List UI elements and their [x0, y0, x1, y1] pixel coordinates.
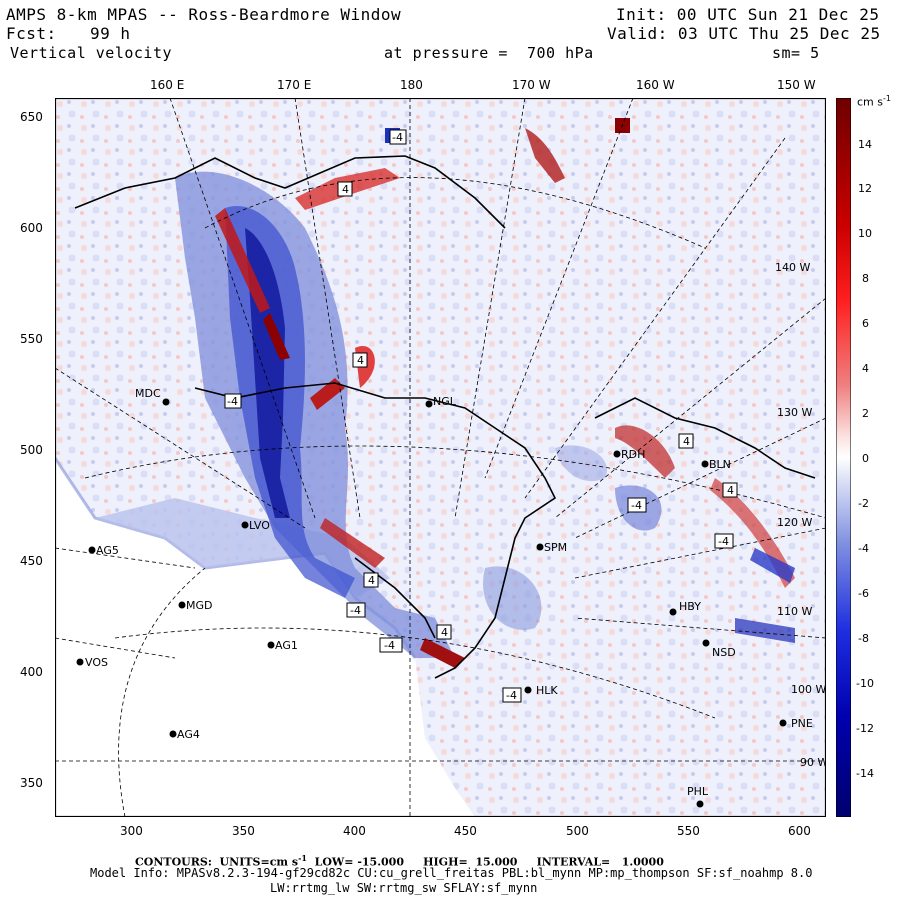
- colorbar-tick: 12: [858, 182, 872, 195]
- meridian-label: 90 W: [800, 756, 826, 769]
- station-label: AG5: [96, 544, 119, 557]
- graticule: [55, 98, 826, 817]
- station-label: AG1: [275, 639, 298, 652]
- colorbar: [836, 98, 851, 817]
- field-label: 4: [342, 183, 349, 196]
- left-axis-label: 500: [20, 443, 43, 457]
- top-axis-label: 180: [400, 78, 423, 92]
- init-time: Init: 00 UTC Sun 21 Dec 25: [616, 5, 880, 24]
- contour-info: CONTOURS: UNITS=cm s-1 LOW= -15.000 HIGH…: [135, 853, 664, 869]
- forecast-hour: 99 h: [90, 24, 131, 43]
- model-info-physics: LW:rrtmg_lw SW:rrtmg_sw SFLAY:sf_mynn: [270, 881, 538, 895]
- station-label: AG4: [177, 728, 200, 741]
- field-label: -4: [631, 499, 642, 512]
- left-axis-label: 600: [20, 221, 43, 235]
- meridian-label: 130 W: [777, 406, 812, 419]
- coastline: [74, 155, 816, 679]
- field-label: 4: [368, 574, 375, 587]
- colorbar-tick: -4: [858, 542, 869, 555]
- forecast-label: Fcst:: [6, 24, 57, 43]
- top-axis-label: 160 W: [636, 78, 675, 92]
- meridian-label: 120 W: [777, 516, 812, 529]
- bottom-axis-label: 500: [566, 824, 589, 838]
- field-label: -4: [718, 535, 729, 548]
- vertical-velocity-map: -4 4 -4 4 -4 4 -4 4 -4 4 -4 4 -4 MDC NGL…: [55, 98, 826, 817]
- station-label: RDH: [621, 448, 645, 461]
- station-label: SPM: [544, 541, 567, 554]
- station-dots: [76, 398, 787, 808]
- pressure-level: at pressure = 700 hPa: [384, 44, 594, 62]
- station-label: BLN: [709, 458, 731, 471]
- colorbar-tick: 0: [862, 452, 869, 465]
- meridian-label: 100 W: [791, 683, 826, 696]
- field-label: -4: [384, 639, 395, 652]
- field-label: 4: [441, 626, 448, 639]
- colorbar-tick: -8: [858, 632, 869, 645]
- bottom-axis-label: 350: [232, 824, 255, 838]
- field-label: 4: [357, 354, 364, 367]
- station-label: MDC: [135, 387, 161, 400]
- colorbar-units: cm s-1: [857, 94, 891, 109]
- top-axis-label: 170 E: [277, 78, 312, 92]
- left-axis-label: 400: [20, 665, 43, 679]
- field-label: 4: [727, 484, 734, 497]
- field-name: Vertical velocity: [10, 44, 173, 62]
- left-axis-label: 450: [20, 554, 43, 568]
- station-label: NSD: [712, 646, 736, 659]
- colorbar-tick: 2: [862, 407, 869, 420]
- colorbar-tick: 6: [862, 317, 869, 330]
- colorbar-tick: 10: [858, 227, 872, 240]
- left-axis-label: 650: [20, 110, 43, 124]
- colorbar-tick: -12: [856, 722, 874, 735]
- bottom-axis-label: 600: [788, 824, 811, 838]
- station-label: LVO: [249, 519, 270, 532]
- colorbar-tick: -10: [856, 677, 874, 690]
- bottom-axis-label: 300: [120, 824, 143, 838]
- colorbar-tick: -2: [858, 497, 869, 510]
- field-label: -4: [506, 689, 517, 702]
- station-label: PHL: [687, 785, 709, 798]
- valid-time: Valid: 03 UTC Thu 25 Dec 25: [607, 24, 881, 43]
- colorbar-tick: 8: [862, 272, 869, 285]
- field-label: -4: [392, 131, 403, 144]
- bottom-axis-label: 400: [343, 824, 366, 838]
- station-label: MGD: [186, 599, 213, 612]
- masked-region: [55, 458, 475, 817]
- field-label: 4: [683, 435, 690, 448]
- field-label: -4: [350, 604, 361, 617]
- station-label: VOS: [85, 656, 108, 669]
- colorbar-tick: -14: [856, 767, 874, 780]
- colorbar-tick: 14: [858, 138, 872, 151]
- bottom-axis-label: 450: [454, 824, 477, 838]
- smoothing-value: sm= 5: [772, 44, 820, 62]
- field-label: -4: [227, 395, 238, 408]
- plot-title: AMPS 8-km MPAS -- Ross-Beardmore Window: [6, 5, 402, 24]
- colorbar-tick: 4: [862, 362, 869, 375]
- model-info: Model Info: MPASv8.2.3-194-gf29cd82c CU:…: [90, 866, 813, 880]
- meridian-label: 110 W: [777, 605, 812, 618]
- station-label: HLK: [536, 684, 558, 697]
- bottom-axis-label: 550: [677, 824, 700, 838]
- top-axis-label: 170 W: [512, 78, 551, 92]
- colorbar-tick: -6: [858, 587, 869, 600]
- station-label: NGL: [433, 395, 457, 408]
- station-label: HBY: [679, 600, 701, 613]
- left-axis-label: 350: [20, 776, 43, 790]
- meridian-label: 140 W: [775, 261, 810, 274]
- station-label: PNE: [791, 717, 813, 730]
- left-axis-label: 550: [20, 332, 43, 346]
- top-axis-label: 160 E: [150, 78, 185, 92]
- top-axis-label: 150 W: [777, 78, 816, 92]
